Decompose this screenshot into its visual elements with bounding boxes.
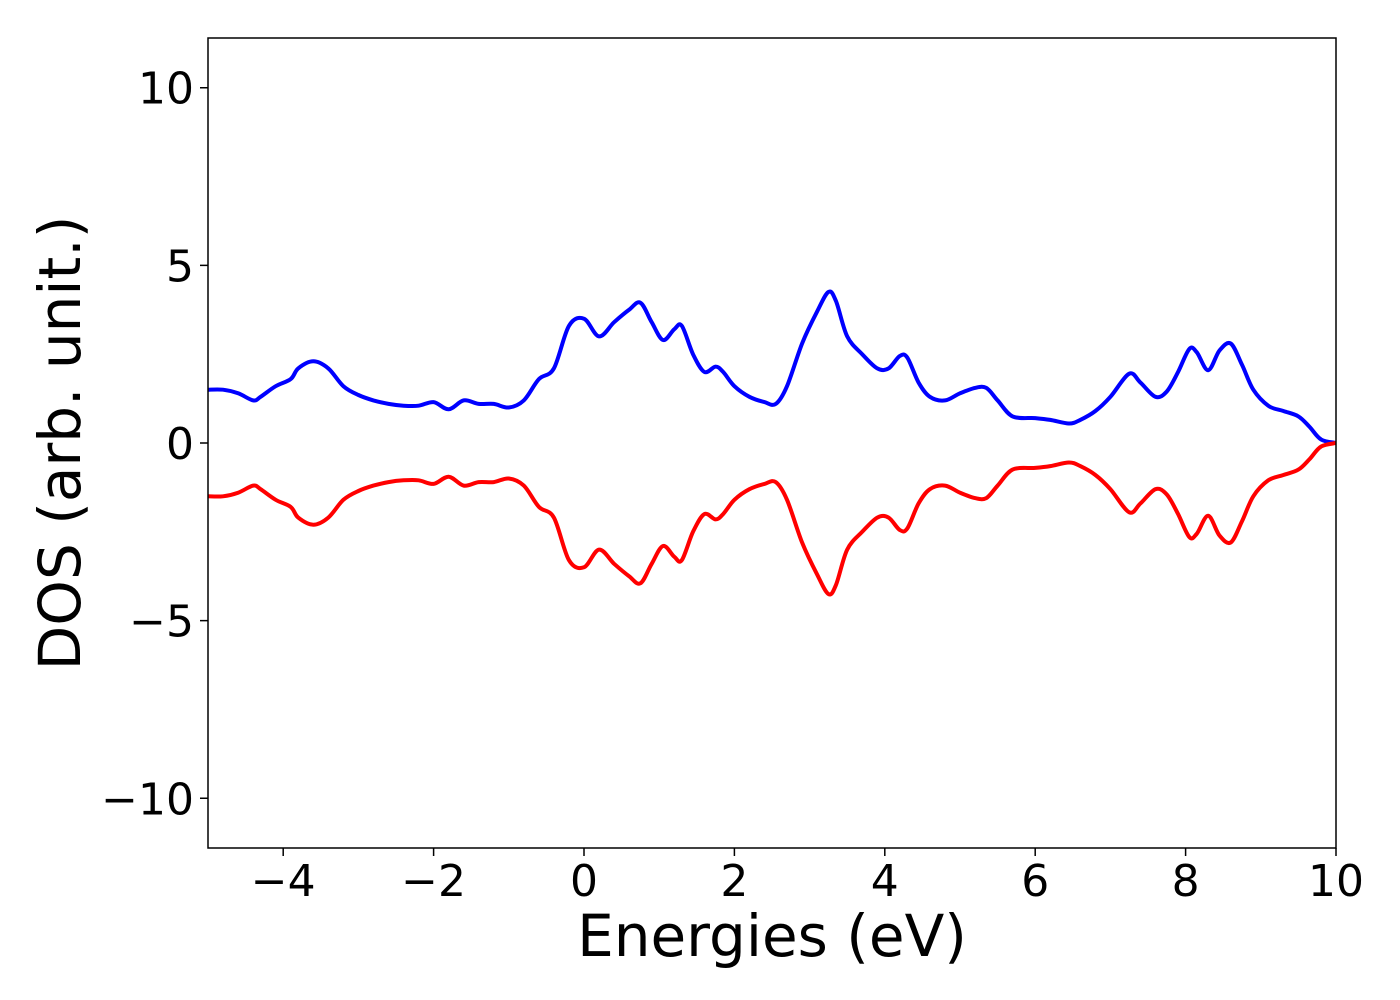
x-tick-label: 2	[720, 856, 748, 907]
x-tick-label: −4	[251, 856, 316, 907]
y-axis-label: DOS (arb. unit.)	[26, 216, 94, 671]
y-tick-label: 0	[166, 419, 194, 470]
y-axis: 10 5 0 −5 −10	[101, 64, 208, 825]
series-layer	[208, 289, 1336, 597]
series-line-2	[208, 441, 1336, 597]
x-tick-label: 4	[871, 856, 899, 907]
series-line-1	[208, 289, 1336, 445]
x-tick-label: −2	[401, 856, 466, 907]
y-tick-label: −10	[101, 774, 194, 825]
x-tick-label: 8	[1172, 856, 1200, 907]
y-tick-label: −5	[129, 597, 194, 648]
y-tick-label: 10	[138, 64, 194, 115]
plot-area	[208, 38, 1336, 848]
x-tick-label: 10	[1308, 856, 1364, 907]
x-tick-label: 0	[570, 856, 598, 907]
x-tick-label: 6	[1021, 856, 1049, 907]
x-axis: −4 −2 0 2 4 6 8 10	[251, 848, 1364, 907]
y-tick-label: 5	[166, 241, 194, 292]
x-axis-label: Energies (eV)	[577, 902, 967, 970]
